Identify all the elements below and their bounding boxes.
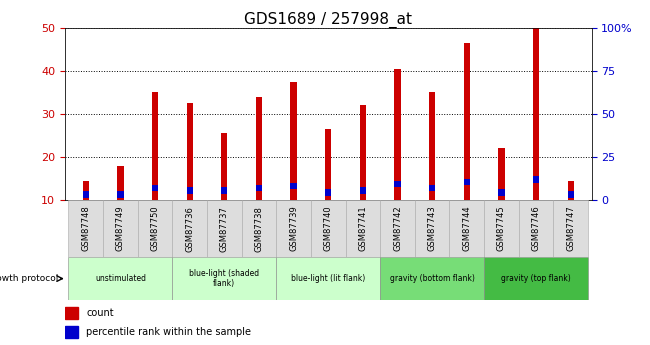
Bar — [325, 189, 332, 196]
Text: GSM87736: GSM87736 — [185, 206, 194, 252]
Text: GSM87739: GSM87739 — [289, 206, 298, 252]
Bar — [325, 129, 332, 200]
Bar — [567, 181, 574, 200]
Bar — [484, 257, 588, 300]
Bar — [65, 307, 78, 319]
Bar — [499, 189, 504, 196]
Bar — [463, 178, 470, 185]
Bar — [138, 200, 172, 257]
Text: gravity (bottom flank): gravity (bottom flank) — [390, 274, 474, 283]
Text: GSM87750: GSM87750 — [151, 206, 159, 252]
Bar — [172, 200, 207, 257]
Bar — [187, 103, 193, 200]
Bar — [68, 200, 103, 257]
Bar — [567, 191, 574, 198]
Bar — [533, 28, 540, 200]
Text: GSM87746: GSM87746 — [532, 206, 541, 252]
Text: gravity (top flank): gravity (top flank) — [501, 274, 571, 283]
Text: count: count — [86, 308, 114, 318]
Bar — [291, 81, 297, 200]
Bar — [395, 181, 400, 187]
Bar — [117, 166, 124, 200]
Text: GSM87743: GSM87743 — [428, 206, 437, 252]
Bar — [395, 69, 400, 200]
Bar — [83, 191, 89, 198]
Bar — [380, 257, 484, 300]
Text: GSM87748: GSM87748 — [81, 206, 90, 252]
Text: GSM87749: GSM87749 — [116, 206, 125, 252]
Text: blue-light (shaded
flank): blue-light (shaded flank) — [189, 269, 259, 288]
Bar — [207, 200, 242, 257]
Bar — [187, 187, 193, 194]
Bar — [103, 200, 138, 257]
Bar — [83, 181, 89, 200]
Bar — [519, 200, 553, 257]
Text: GSM87744: GSM87744 — [462, 206, 471, 252]
Bar — [359, 187, 366, 194]
Text: growth protocol: growth protocol — [0, 274, 58, 283]
Bar — [450, 200, 484, 257]
Bar — [553, 200, 588, 257]
Text: percentile rank within the sample: percentile rank within the sample — [86, 327, 251, 337]
Text: blue-light (lit flank): blue-light (lit flank) — [291, 274, 365, 283]
Bar — [484, 200, 519, 257]
Bar — [415, 200, 450, 257]
Text: GSM87747: GSM87747 — [566, 206, 575, 252]
Bar — [65, 326, 78, 338]
Bar — [152, 185, 158, 191]
Bar — [346, 200, 380, 257]
Bar — [117, 191, 124, 198]
Text: GSM87738: GSM87738 — [254, 206, 263, 252]
Text: GSM87740: GSM87740 — [324, 206, 333, 252]
Bar — [221, 187, 228, 194]
Text: GSM87737: GSM87737 — [220, 206, 229, 252]
Bar — [276, 257, 380, 300]
Bar — [172, 257, 276, 300]
Bar — [429, 185, 436, 191]
Bar — [311, 200, 346, 257]
Bar — [359, 105, 366, 200]
Bar — [276, 200, 311, 257]
Bar — [463, 43, 470, 200]
Bar — [429, 92, 436, 200]
Bar — [256, 97, 262, 200]
Text: GSM87741: GSM87741 — [358, 206, 367, 252]
Bar — [152, 92, 158, 200]
Text: GSM87742: GSM87742 — [393, 206, 402, 252]
Text: unstimulated: unstimulated — [95, 274, 146, 283]
Bar — [242, 200, 276, 257]
Title: GDS1689 / 257998_at: GDS1689 / 257998_at — [244, 11, 412, 28]
Bar — [533, 176, 540, 183]
Text: GSM87745: GSM87745 — [497, 206, 506, 252]
Bar — [68, 257, 172, 300]
Bar — [380, 200, 415, 257]
Bar — [499, 148, 504, 200]
Bar — [256, 185, 262, 191]
Bar — [221, 133, 228, 200]
Bar — [291, 183, 297, 189]
